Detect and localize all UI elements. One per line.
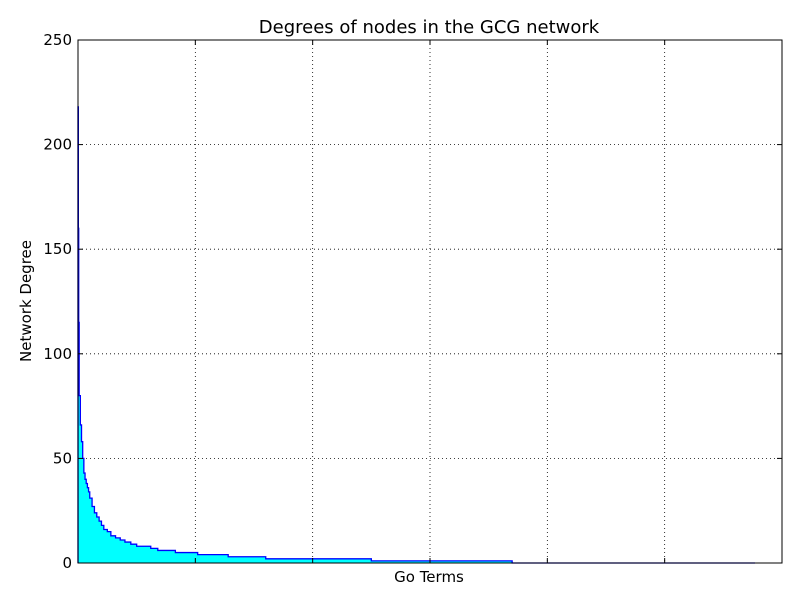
y-tick-label: 100	[43, 345, 72, 363]
y-tick-label: 0	[62, 554, 72, 572]
y-axis-label: Network Degree	[17, 240, 35, 362]
y-tick-label: 50	[53, 449, 72, 467]
y-tick-label: 150	[43, 240, 72, 258]
x-axis-label: Go Terms	[394, 568, 464, 586]
area-layer	[77, 106, 756, 564]
degree-line	[77, 106, 756, 564]
y-tick-label: 200	[43, 136, 72, 154]
ticks-layer: 0 50 100 150 200 250	[43, 31, 782, 572]
grid-layer	[78, 40, 782, 563]
chart-title: Degrees of nodes in the GCG network	[259, 17, 600, 38]
y-tick-label: 250	[43, 31, 72, 49]
